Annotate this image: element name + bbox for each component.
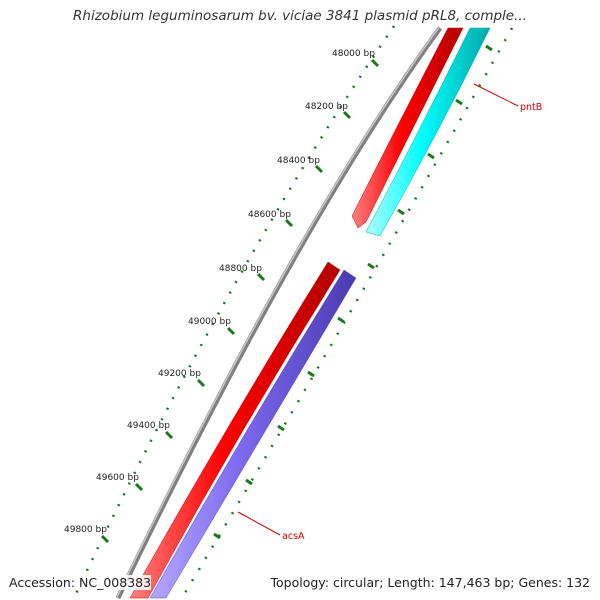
gene-pntB-track[interactable] xyxy=(365,27,491,237)
ruler-label-49600: 49600 bp xyxy=(96,473,139,483)
outer-dotted-guide xyxy=(72,25,396,599)
plasmid-backbone xyxy=(115,26,443,600)
topology-summary: Topology: circular; Length: 147,463 bp; … xyxy=(270,575,590,590)
ruler-tick-48600: 48600 bp xyxy=(248,210,294,228)
accession-label: Accession: NC_008383 xyxy=(9,575,152,590)
ruler-tick-48000: 48000 bp xyxy=(332,49,380,68)
ruler-tick-48200: 48200 bp xyxy=(305,102,352,120)
gene-pntB-forward-arrow[interactable] xyxy=(351,27,464,229)
ruler-tick-48400: 48400 bp xyxy=(277,156,324,174)
ruler-label-48400: 48400 bp xyxy=(277,156,320,166)
ruler-label-49400: 49400 bp xyxy=(127,421,170,431)
gene-acsA-forward-arrow[interactable] xyxy=(129,261,341,599)
ruler-label-48800: 48800 bp xyxy=(219,264,262,274)
ruler-tick-48800: 48800 bp xyxy=(219,264,266,282)
gene-label-acsA[interactable]: acsA xyxy=(237,511,305,542)
inner-track-ticks xyxy=(213,44,493,540)
ruler-label-48000: 48000 bp xyxy=(332,49,375,59)
ruler-label-48600: 48600 bp xyxy=(248,210,291,220)
bp-ruler: 48000 bp 48200 bp 48400 bp 48600 bp 4880… xyxy=(64,49,380,544)
ruler-tick-49200: 49200 bp xyxy=(158,369,206,388)
ruler-label-49000: 49000 bp xyxy=(188,317,231,327)
ruler-label-49200: 49200 bp xyxy=(158,369,201,379)
ruler-tick-49800: 49800 bp xyxy=(64,525,110,544)
gene-label-pntB[interactable]: pntB xyxy=(473,83,542,113)
gene-label-acsA-text[interactable]: acsA xyxy=(282,531,305,542)
gene-label-pntB-text[interactable]: pntB xyxy=(520,102,542,113)
gene-acsA-track[interactable] xyxy=(149,269,357,599)
ruler-label-49800: 49800 bp xyxy=(64,525,107,535)
ruler-tick-49400: 49400 bp xyxy=(127,421,174,440)
ruler-label-48200: 48200 bp xyxy=(305,102,348,112)
ruler-tick-49000: 49000 bp xyxy=(188,317,236,336)
map-title: Rhizobium leguminosarum bv. viciae 3841 … xyxy=(73,8,527,24)
ruler-tick-49600: 49600 bp xyxy=(96,473,144,492)
